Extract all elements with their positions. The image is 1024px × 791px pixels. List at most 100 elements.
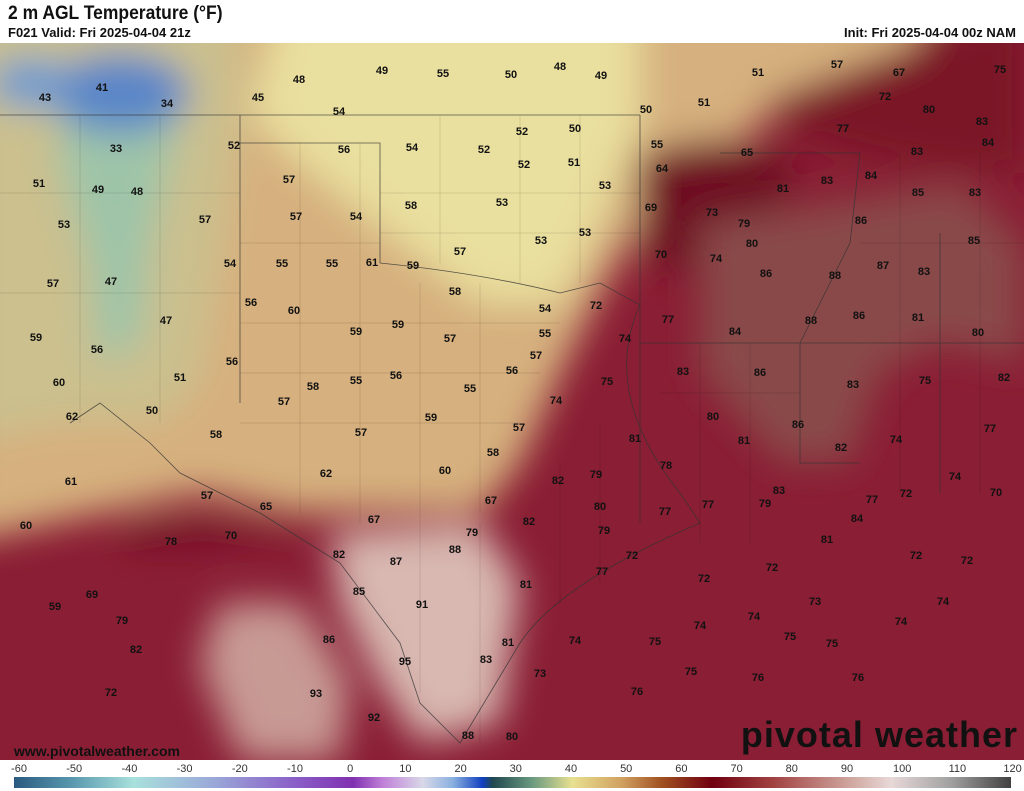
temperature-value: 72: [960, 555, 974, 567]
temperature-value: 74: [549, 395, 563, 407]
temperature-value: 84: [981, 137, 995, 149]
temperature-value: 70: [654, 249, 668, 261]
temperature-value: 59: [406, 260, 420, 272]
temperature-value: 55: [650, 139, 664, 151]
temperature-value: 77: [661, 314, 675, 326]
watermark-url: www.pivotalweather.com: [14, 743, 180, 759]
temperature-value: 79: [115, 615, 129, 627]
temperature-value: 59: [424, 412, 438, 424]
colorbar-tick: 70: [730, 763, 743, 775]
temperature-value: 59: [349, 326, 363, 338]
temperature-value: 52: [477, 144, 491, 156]
colorbar-tick: 100: [893, 763, 912, 775]
temperature-value: 79: [589, 469, 603, 481]
temperature-value: 57: [282, 174, 296, 186]
colorbar-tick: 110: [948, 763, 967, 775]
temperature-value: 64: [655, 163, 669, 175]
temperature-map[interactable]: 43 41 34 45 48 49 55 50 48 49 51 57 67 75 50 51 72 80 83 54…: [0, 43, 1024, 760]
temperature-value: 82: [129, 644, 143, 656]
temperature-value: 76: [851, 672, 865, 684]
temperature-value: 74: [568, 635, 582, 647]
temperature-value: 58: [209, 429, 223, 441]
temperature-value: 52: [227, 140, 241, 152]
temperature-value: 86: [852, 310, 866, 322]
temperature-value: 56: [90, 344, 104, 356]
temperature-value: 74: [889, 434, 903, 446]
temperature-value: 57: [512, 422, 526, 434]
temperature-value: 81: [519, 579, 533, 591]
temperature-value: 55: [325, 258, 339, 270]
temperature-value: 47: [159, 315, 173, 327]
temperature-value: 49: [375, 65, 389, 77]
temperature-value: 82: [522, 516, 536, 528]
temperature-value: 53: [57, 219, 71, 231]
temperature-value: 57: [289, 211, 303, 223]
temperature-value: 85: [352, 586, 366, 598]
temperature-value: 57: [200, 490, 214, 502]
temperature-value: 86: [753, 367, 767, 379]
temperature-value: 85: [911, 187, 925, 199]
temperature-value: 51: [32, 178, 46, 190]
temperature-value: 84: [850, 513, 864, 525]
temperature-value: 80: [922, 104, 936, 116]
temperature-value: 77: [983, 423, 997, 435]
temperature-value: 56: [225, 356, 239, 368]
temperature-value: 77: [701, 499, 715, 511]
colorbar-tick: 120: [1003, 763, 1022, 775]
temperature-value: 72: [589, 300, 603, 312]
colorbar-tick: 50: [620, 763, 633, 775]
temperature-value: 62: [319, 468, 333, 480]
temperature-value: 83: [968, 187, 982, 199]
temperature-value: 77: [865, 494, 879, 506]
temperature-value: 77: [658, 506, 672, 518]
temperature-value: 75: [648, 636, 662, 648]
temperature-value: 74: [936, 596, 950, 608]
temperature-value: 76: [751, 672, 765, 684]
temperature-value: 83: [917, 266, 931, 278]
temperature-value: 82: [834, 442, 848, 454]
temperature-value: 75: [825, 638, 839, 650]
temperature-value: 51: [751, 67, 765, 79]
temperature-value: 83: [910, 146, 924, 158]
temperature-value: 53: [534, 235, 548, 247]
temperature-value: 60: [52, 377, 66, 389]
temperature-value: 67: [892, 67, 906, 79]
temperature-value: 76: [630, 686, 644, 698]
temperature-value: 62: [65, 411, 79, 423]
temperature-value: 70: [989, 487, 1003, 499]
temperature-value: 57: [830, 59, 844, 71]
temperature-value: 53: [598, 180, 612, 192]
temperature-value: 74: [709, 253, 723, 265]
colorbar-tick: 10: [399, 763, 412, 775]
temperature-value: 56: [389, 370, 403, 382]
temperature-value: 49: [91, 184, 105, 196]
temperature-value: 57: [46, 278, 60, 290]
temperature-value: 87: [389, 556, 403, 568]
temperature-value: 82: [332, 549, 346, 561]
temperature-value: 60: [19, 520, 33, 532]
temperature-value: 93: [309, 688, 323, 700]
pivotal-weather-logo: pivotal weather: [740, 714, 1018, 755]
temperature-value: 87: [876, 260, 890, 272]
temperature-value: 69: [85, 589, 99, 601]
temperature-value: 60: [438, 465, 452, 477]
temperature-value: 88: [804, 315, 818, 327]
temperature-value: 73: [533, 668, 547, 680]
temperature-value: 55: [463, 383, 477, 395]
temperature-value: 83: [846, 379, 860, 391]
temperature-value: 95: [398, 656, 412, 668]
temperature-value: 77: [595, 566, 609, 578]
temperature-value: 56: [337, 144, 351, 156]
temperature-value: 57: [443, 333, 457, 345]
temperature-value: 74: [747, 611, 761, 623]
temperature-value: 50: [145, 405, 159, 417]
temperature-value: 81: [820, 534, 834, 546]
temperature-value: 72: [878, 91, 892, 103]
temperature-value: 58: [486, 447, 500, 459]
temperature-value: 88: [461, 730, 475, 742]
temperature-value: 61: [365, 257, 379, 269]
temperature-value: 51: [173, 372, 187, 384]
temperature-value: 74: [948, 471, 962, 483]
temperature-value: 81: [776, 183, 790, 195]
temperature-value: 48: [553, 61, 567, 73]
